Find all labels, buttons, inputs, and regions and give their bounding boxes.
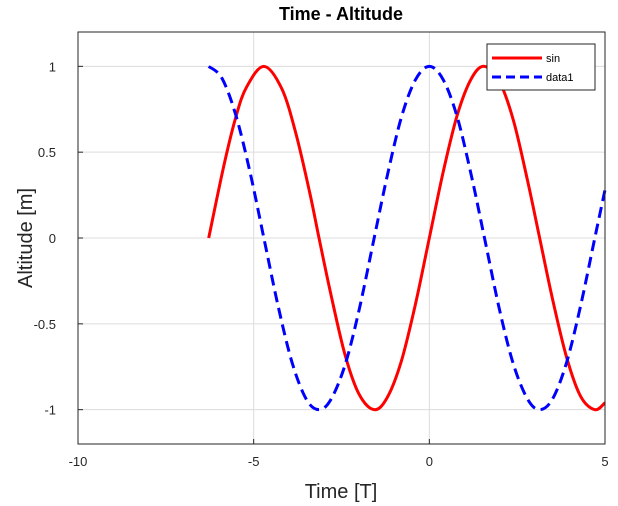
x-tick-label: -5 [248, 454, 260, 469]
y-tick-label: -1 [44, 403, 56, 418]
legend-label-sin: sin [546, 53, 560, 65]
legend: sin data1 [486, 43, 596, 91]
series-line-data1 [207, 64, 607, 412]
y-tick-label: 0.5 [38, 145, 56, 160]
y-tick-label: 0 [49, 231, 56, 246]
x-axis-label: Time [T] [305, 481, 378, 503]
y-tick-label: 1 [49, 59, 56, 74]
tick-layer: -10 -5 0 5 1 0.5 0 -0.5 -1 [34, 59, 609, 469]
y-axis-label: Altitude [m] [15, 188, 37, 288]
y-tick-label: -0.5 [34, 317, 56, 332]
series-line-sin [207, 64, 606, 412]
series-layer [207, 64, 607, 412]
legend-label-data1: data1 [546, 72, 574, 84]
x-tick-label: 0 [426, 454, 433, 469]
chart-title: Time - Altitude [279, 4, 403, 24]
x-tick-label: -10 [69, 454, 88, 469]
x-tick-label: 5 [601, 454, 608, 469]
legend-box [486, 43, 596, 91]
